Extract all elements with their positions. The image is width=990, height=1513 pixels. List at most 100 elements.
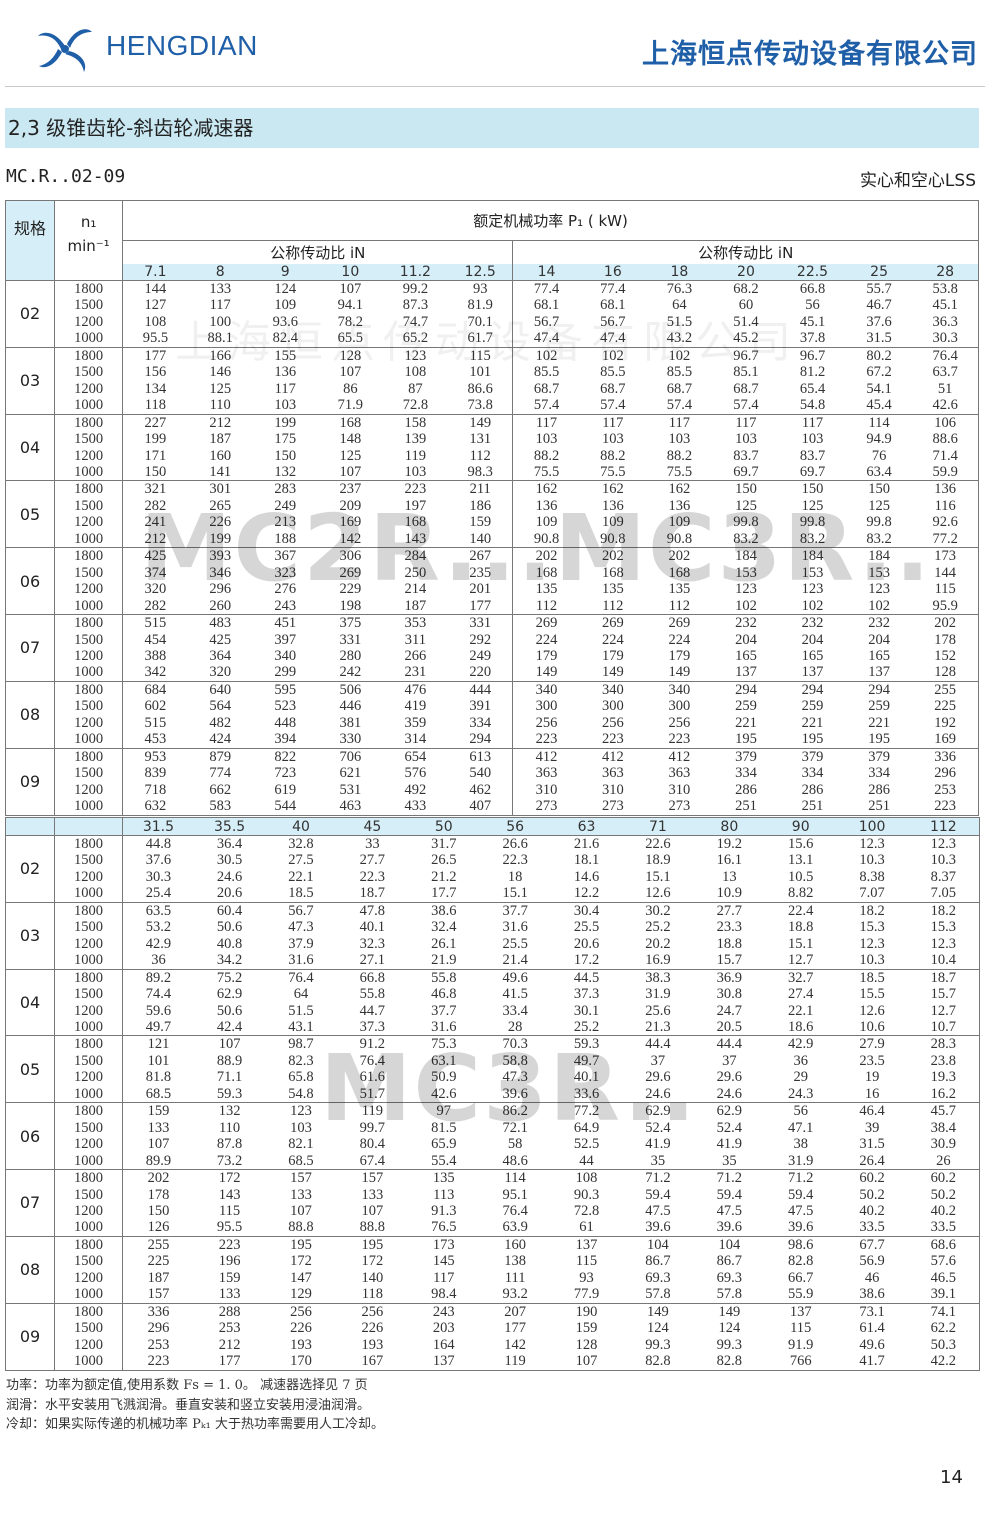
- power-value-cell: 125: [209, 380, 232, 397]
- power-value-cell: 55.9: [788, 1286, 814, 1303]
- power-value-cell: 74.7: [402, 313, 429, 330]
- power-value-cell: 334: [868, 765, 890, 782]
- power-value-cell: 168: [668, 564, 691, 581]
- power-value-cell: 454: [144, 631, 167, 648]
- power-value-cell: 66.8: [779, 280, 846, 298]
- power-value-cell: 86.6: [447, 380, 514, 398]
- power-value-cell: 640: [187, 680, 253, 699]
- power-value-cell: 135: [408, 1169, 480, 1187]
- power-value-cell: 33.5: [859, 1219, 885, 1236]
- power-value-cell: 146: [209, 364, 232, 381]
- power-value-cell: 108: [550, 1169, 623, 1187]
- power-value-cell: 199: [252, 413, 318, 432]
- power-value-cell: 76.3: [646, 280, 713, 298]
- power-value-cell: 18.7: [907, 968, 980, 987]
- power-value-cell: 117: [579, 413, 647, 432]
- ratio-cell: 63: [550, 817, 623, 836]
- power-value-cell: 29.6: [716, 1069, 742, 1086]
- note-text: 功率为额定值,使用系数 Fs = 1. 0。 减速器选择见 7 页: [45, 1378, 368, 1393]
- speed-cell: 1800: [54, 680, 124, 699]
- power-value-cell: 150: [845, 480, 913, 498]
- power-value-cell: 226: [209, 514, 232, 531]
- power-value-cell: 56.9: [859, 1253, 885, 1270]
- table-row: 1200 59.6 50.6 51.5 44.7 37.7 33.4 30.1 25.6 24.7…: [6, 1002, 980, 1019]
- speed-cell: 1500: [54, 1320, 123, 1337]
- power-value-cell: 150: [712, 480, 780, 498]
- power-value-cell: 165: [868, 647, 890, 664]
- power-value-cell: 67.7: [836, 1235, 908, 1254]
- power-value-cell: 88.2: [533, 447, 560, 464]
- power-value-cell: 162: [579, 480, 647, 498]
- power-value-cell: 177: [218, 1353, 241, 1370]
- ratio-cell: 112: [907, 817, 980, 836]
- power-value-cell: 27.5: [288, 852, 314, 869]
- power-value-cell: 774: [209, 765, 232, 782]
- power-value-cell: 202: [579, 547, 647, 565]
- power-value-cell: 26.5: [431, 852, 457, 869]
- power-value-cell: 12.3: [907, 835, 980, 853]
- power-value-cell: 125: [339, 447, 362, 464]
- power-value-cell: 10.9: [716, 885, 742, 902]
- speed-cell: 1800: [54, 1169, 123, 1187]
- power-value-cell: 98.6: [765, 1235, 837, 1254]
- power-value-cell: 18.2: [836, 901, 908, 920]
- note-text: 如果实际传递的机械功率 Pₖ₁ 大于热功率需要用人工冷却。: [45, 1417, 384, 1432]
- power-value-cell: 133: [187, 280, 253, 298]
- power-value-cell: 60.4: [193, 901, 266, 920]
- speed-cell: 1200: [54, 1336, 123, 1354]
- power-value-cell: 21.3: [645, 1018, 671, 1035]
- power-value-cell: 419: [404, 698, 427, 715]
- power-value-cell: 40.1: [359, 919, 386, 936]
- power-value-cell: 107: [361, 1202, 384, 1219]
- power-value-cell: 340: [512, 680, 580, 699]
- power-value-cell: 118: [361, 1286, 383, 1303]
- power-value-cell: 198: [339, 597, 362, 614]
- speed-cell: 1800: [54, 480, 124, 498]
- power-value-cell: 124: [252, 280, 318, 298]
- ratio-cell: 11.2: [382, 263, 448, 281]
- power-value-cell: 162: [646, 480, 713, 498]
- power-value-cell: 68.6: [907, 1235, 980, 1254]
- power-value-cell: 119: [336, 1102, 409, 1120]
- power-value-cell: 40.1: [573, 1069, 600, 1086]
- power-value-cell: 51.5: [288, 1002, 314, 1019]
- power-value-cell: 71.9: [337, 397, 364, 414]
- power-value-cell: 30.2: [622, 901, 694, 920]
- speed-cell: 1500: [54, 1052, 123, 1070]
- power-value-cell: 55.8: [408, 968, 480, 987]
- power-value-cell: 162: [512, 480, 580, 498]
- ratio-label: 公称传动比 iN: [698, 243, 794, 262]
- power-value-cell: 224: [535, 631, 558, 648]
- power-value-cell: 62.9: [216, 986, 243, 1003]
- power-value-cell: 129: [290, 1286, 312, 1303]
- power-value-cell: 21.6: [550, 835, 623, 853]
- power-value-cell: 232: [712, 614, 780, 632]
- speed-cell: 1200: [54, 1269, 123, 1287]
- power-value-cell: 13: [722, 868, 737, 885]
- power-value-cell: 15.3: [859, 919, 885, 936]
- speed-cell: 1200: [54, 1202, 123, 1220]
- table-row: 1500 37.6 30.5 27.5 27.7 26.5 22.3 18.1 18.9 16.1…: [6, 852, 980, 869]
- power-value-cell: 212: [144, 530, 167, 547]
- power-value-cell: 93.6: [272, 313, 298, 330]
- power-value-cell: 36.4: [193, 835, 266, 853]
- power-value-cell: 90.8: [600, 530, 626, 547]
- power-value-cell: 237: [317, 480, 383, 498]
- speed-cell: 1000: [54, 1286, 123, 1304]
- note-text: 水平安装用飞溅润滑。垂直安装和竖立安装用浸油润滑。: [45, 1397, 371, 1413]
- power-value-cell: 21.2: [431, 868, 457, 885]
- ratio-cell: 31.5: [122, 817, 194, 836]
- power-value-cell: 342: [144, 664, 167, 681]
- power-value-cell: 86.7: [645, 1253, 671, 1270]
- table-row: 1500 374 346 323 269 250 235 168 168 168 153 153 153…: [6, 564, 979, 582]
- power-value-cell: 407: [447, 798, 514, 815]
- power-value-cell: 126: [147, 1219, 170, 1236]
- power-value-cell: 59.9: [932, 463, 958, 480]
- power-value-cell: 63.5: [122, 901, 194, 920]
- power-value-cell: 117: [433, 1269, 455, 1286]
- power-value-cell: 59.6: [145, 1002, 172, 1019]
- speed-cell: 1500: [54, 297, 124, 314]
- power-value-cell: 103: [601, 431, 624, 448]
- speed-cell: 1500: [54, 765, 124, 782]
- speed-cell: 1200: [54, 1002, 123, 1019]
